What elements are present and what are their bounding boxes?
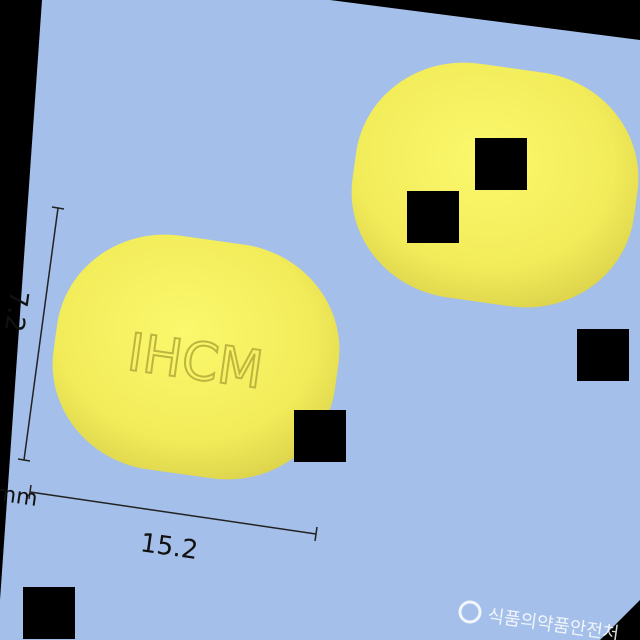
occluder-4 bbox=[294, 410, 346, 462]
occluder-3 bbox=[577, 329, 629, 381]
pill-front: IHCM bbox=[52, 234, 340, 480]
occluder-5 bbox=[23, 587, 75, 639]
height-dimension: 7.2 bbox=[0, 206, 65, 462]
occluder-1 bbox=[475, 138, 527, 190]
unit-label: mm bbox=[0, 481, 39, 512]
watermark-logo-icon bbox=[458, 600, 482, 624]
black-bottom-right bbox=[600, 600, 640, 640]
black-corner-left bbox=[0, 0, 42, 600]
black-corner-right bbox=[330, 0, 640, 40]
height-label: 7.2 bbox=[0, 289, 34, 334]
occluder-2 bbox=[407, 191, 459, 243]
